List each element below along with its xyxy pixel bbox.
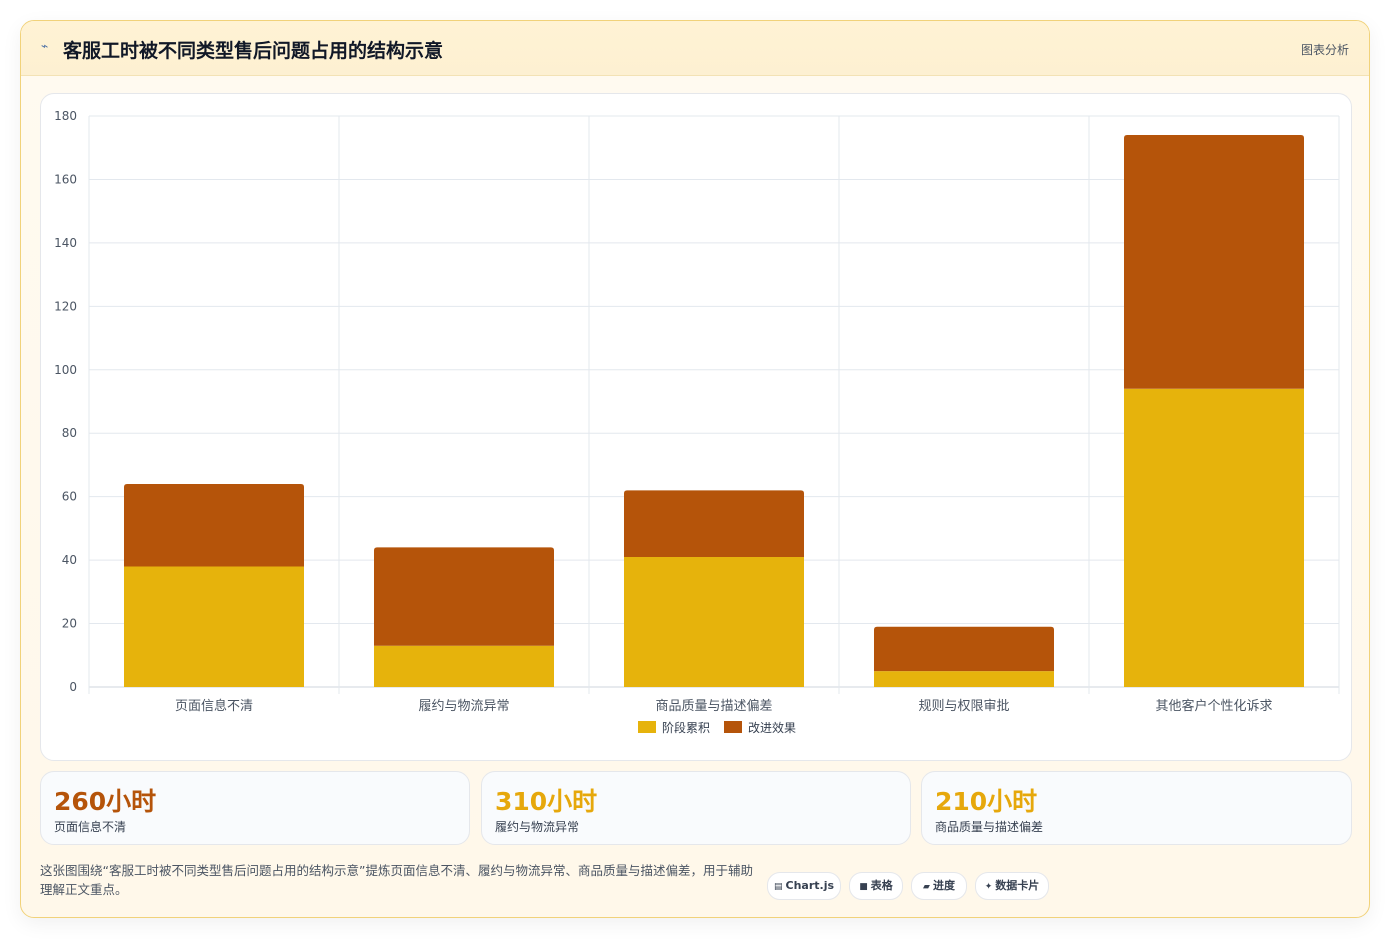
pill-progress[interactable]: ▰ 进度 [911, 872, 967, 900]
stat-card-1: 260小时 页面信息不清 [40, 771, 470, 845]
y-tick-label: 20 [62, 617, 77, 631]
chart-card: ⌁ 客服工时被不同类型售后问题占用的结构示意 图表分析 0 20 40 60 80 100… [20, 20, 1370, 918]
x-tick-label: 规则与权限审批 [918, 698, 1009, 714]
pill-data-card[interactable]: ✦ 数据卡片 [975, 872, 1049, 900]
legend-label: 阶段累积 [662, 720, 710, 735]
bar-segment [874, 671, 1054, 687]
page-title: 客服工时被不同类型售后问题占用的结构示意 [63, 40, 444, 62]
bar-segment [874, 626, 1054, 672]
pill-label: 表格 [870, 879, 893, 892]
stat-card-3: 210小时 商品质量与描述偏差 [921, 771, 1352, 845]
y-tick-label: 40 [62, 553, 77, 567]
y-tick-label: 100 [54, 363, 77, 377]
bar-segment [124, 566, 304, 687]
y-tick-label: 0 [69, 680, 77, 694]
bar-segment [624, 556, 804, 687]
pill-label: Chart.js [785, 879, 835, 892]
card-header: ⌁ 客服工时被不同类型售后问题占用的结构示意 图表分析 [21, 21, 1369, 76]
x-tick-label: 页面信息不清 [175, 698, 253, 714]
legend-swatch [724, 721, 742, 733]
x-tick-label: 其他客户个性化诉求 [1155, 698, 1272, 714]
pill-table[interactable]: ■ 表格 [849, 872, 903, 900]
y-tick-label: 140 [54, 236, 77, 250]
legend-swatch [638, 721, 656, 733]
y-tick-label: 80 [62, 426, 77, 440]
chart-analysis-label: 图表分析 [1300, 43, 1349, 57]
y-tick-label: 180 [54, 109, 77, 123]
progress-icon: ▰ [923, 882, 930, 892]
chart-line-icon: ⌁ [41, 39, 49, 53]
stat-card-2: 310小时 履约与物流异常 [481, 771, 911, 845]
y-tick-label: 120 [54, 299, 77, 313]
pill-label: 进度 [932, 879, 955, 892]
stat-label: 页面信息不清 [54, 820, 127, 834]
bar-segment [624, 490, 804, 557]
y-tick-label: 60 [62, 490, 77, 504]
pill-chartjs[interactable]: ▤ Chart.js [767, 872, 841, 900]
bar-segment [374, 645, 554, 687]
x-tick-label: 履约与物流异常 [418, 699, 509, 714]
legend-label: 改进效果 [748, 720, 796, 735]
y-tick-label: 160 [54, 172, 77, 186]
stat-label: 履约与物流异常 [495, 820, 580, 834]
sparkle-icon: ✦ [984, 882, 993, 892]
bar-segment [374, 547, 554, 646]
table-icon: ■ [859, 882, 868, 892]
bar-segment [1124, 388, 1304, 687]
stat-label: 商品质量与描述偏差 [935, 820, 1044, 834]
footer-description: 这张图围绕“客服工时被不同类型售后问题占用的结构示意”提炼页面信息不清、履约与物… [40, 863, 753, 897]
bar-segment [124, 483, 304, 567]
stacked-bar-chart: 0 20 40 60 80 100 120 140 160 180 页面信息不清 履约与物流异常 商品质… [54, 109, 1340, 735]
pill-label: 数据卡片 [995, 879, 1040, 892]
stat-value: 260小时 [54, 787, 157, 816]
x-tick-label: 商品质量与描述偏差 [655, 699, 772, 714]
chart-js-icon: ▤ [773, 882, 783, 892]
chart-panel: 0 20 40 60 80 100 120 140 160 180 页面信息不清 履约与物流异常 商品质… [40, 93, 1352, 761]
bar-segment [1124, 135, 1304, 389]
stat-value: 210小时 [935, 787, 1038, 816]
stat-value: 310小时 [495, 787, 598, 816]
